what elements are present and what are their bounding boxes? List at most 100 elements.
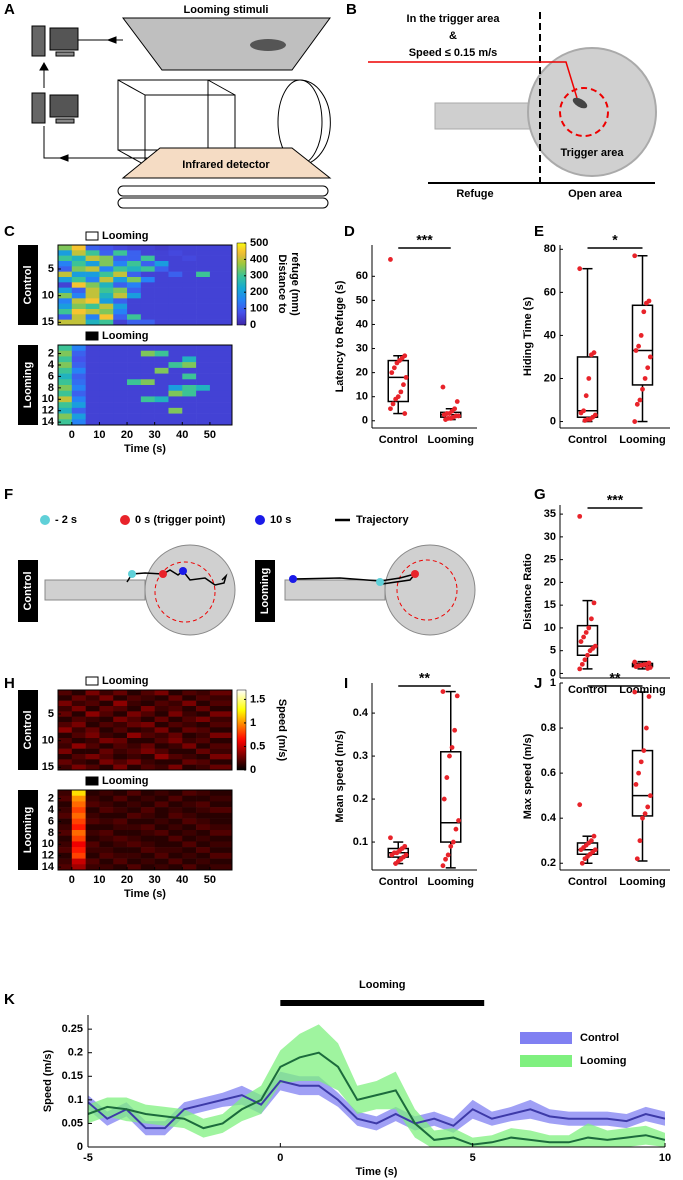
heat-cell	[58, 706, 73, 712]
heat-cell	[209, 790, 233, 797]
heat-cell	[154, 732, 169, 739]
point	[443, 417, 448, 422]
y-tick-label: 5	[550, 645, 556, 657]
heat-cell	[209, 345, 233, 352]
heat-cell	[99, 748, 114, 755]
heat-cell	[113, 748, 128, 755]
heat-cell	[85, 818, 100, 825]
heat-cell	[99, 807, 114, 814]
error-band	[88, 1071, 665, 1136]
heat-cell	[196, 407, 211, 414]
heat-cell	[113, 732, 128, 739]
heat-cell	[182, 390, 197, 397]
point	[587, 648, 593, 654]
point	[645, 666, 651, 671]
heat-cell	[127, 350, 142, 357]
heat-cell	[85, 716, 100, 723]
heat-cell	[196, 303, 211, 310]
point	[640, 815, 645, 821]
heat-cell	[168, 824, 183, 831]
heat-cell	[71, 396, 86, 403]
point	[586, 376, 592, 381]
heat-cell	[113, 373, 128, 380]
heat-cell	[85, 732, 100, 739]
heat-cell	[127, 282, 142, 288]
heat-cell	[99, 255, 114, 262]
heat-cell	[140, 795, 155, 802]
x-tick-label: 0	[277, 1152, 283, 1164]
heat-cell	[85, 807, 100, 814]
heat-cell	[113, 261, 128, 267]
heat-cell	[127, 841, 142, 848]
arena-box	[117, 79, 209, 151]
heat-cell	[168, 830, 183, 837]
heat-cell	[182, 385, 197, 392]
heat-cell	[168, 362, 183, 369]
plot-frame	[57, 789, 233, 871]
stimulus-marker	[85, 776, 99, 786]
monitor	[49, 94, 79, 118]
heat-cell	[71, 362, 86, 369]
heat-cell	[85, 345, 100, 352]
group-box	[18, 245, 38, 325]
heat-cell	[168, 245, 183, 251]
heat-cell	[113, 367, 128, 374]
heat-cell	[71, 818, 86, 825]
group-box	[18, 690, 38, 770]
y-tick-label: 0.2	[541, 857, 556, 869]
heat-cell	[99, 261, 114, 267]
heat-cell	[196, 298, 211, 304]
heat-cell	[113, 319, 128, 326]
heat-cell	[209, 350, 233, 357]
heat-cell	[113, 282, 128, 288]
heat-cell	[58, 764, 73, 771]
point	[393, 396, 399, 402]
heat-cell	[58, 732, 73, 739]
heat-cell	[182, 250, 197, 256]
heat-cell	[71, 830, 86, 837]
heat-cell	[127, 732, 142, 739]
panel-label: I	[344, 675, 348, 692]
heat-cell	[182, 732, 197, 739]
heat-cell	[154, 695, 169, 701]
y-tick-label: 0	[77, 1141, 83, 1153]
heat-cell	[99, 690, 114, 696]
heat-cell	[168, 255, 183, 262]
heat-cell	[154, 847, 169, 854]
heat-cell	[154, 759, 169, 765]
heat-cell	[140, 413, 155, 420]
heat-cell	[182, 255, 197, 262]
y-tick-label: 10	[356, 391, 368, 403]
heat-cell	[196, 795, 211, 802]
heat-cell	[85, 261, 100, 267]
colorbar-tick-label: 0	[250, 764, 256, 776]
heat-cell	[168, 738, 183, 744]
heat-cell	[58, 690, 73, 696]
heat-cell	[58, 266, 73, 272]
point	[638, 333, 644, 338]
heat-cell	[58, 379, 73, 386]
heat-cell	[58, 847, 73, 854]
x-axis-label: Time (s)	[124, 443, 166, 455]
heat-cell	[154, 801, 169, 808]
heat-cell	[154, 754, 169, 760]
heat-cell	[99, 303, 114, 310]
heat-cell	[58, 255, 73, 262]
heat-cell	[99, 266, 114, 272]
heat-cell	[209, 362, 233, 369]
point	[388, 257, 393, 262]
heat-cell	[154, 690, 169, 696]
heat-cell	[127, 812, 142, 819]
heat-cell	[58, 396, 73, 403]
heat-cell	[99, 716, 114, 723]
legend-dot	[40, 515, 50, 525]
heat-cell	[168, 812, 183, 819]
heat-cell	[196, 379, 211, 386]
heat-cell	[113, 795, 128, 802]
heat-cell	[196, 695, 211, 701]
heat-cell	[182, 419, 197, 426]
heat-cell	[85, 759, 100, 765]
arrowhead	[106, 36, 117, 44]
heat-cell	[127, 261, 142, 267]
